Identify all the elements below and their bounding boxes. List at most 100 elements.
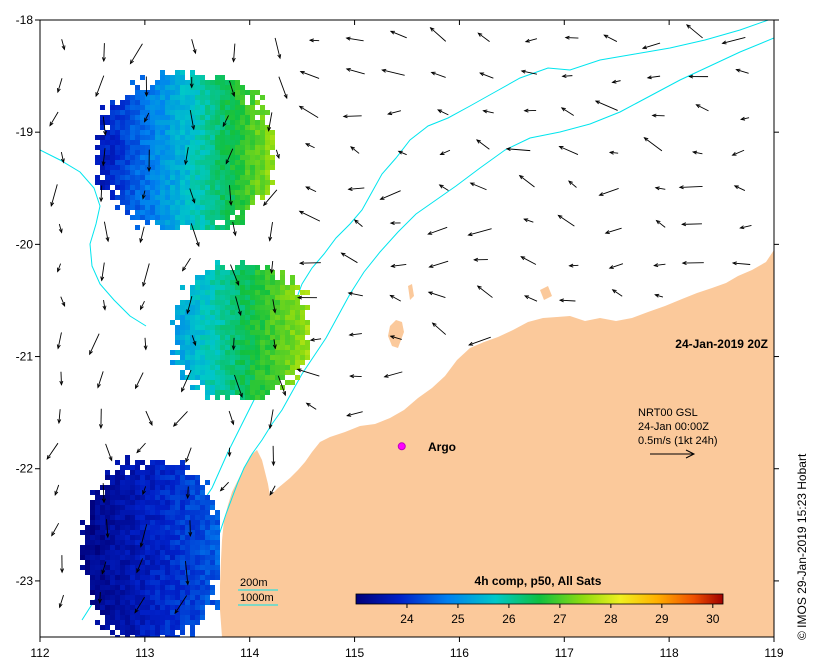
sst-cell — [150, 195, 155, 200]
sst-cell — [165, 205, 170, 210]
sst-cell — [120, 140, 125, 145]
sst-cell — [130, 215, 135, 220]
sst-cell — [200, 360, 205, 365]
sst-cell — [255, 270, 260, 275]
sst-cell — [185, 535, 190, 540]
sst-cell — [200, 275, 205, 280]
sst-cell — [120, 585, 125, 590]
current-arrow — [235, 296, 242, 317]
current-arrow — [390, 263, 407, 268]
sst-cell — [215, 80, 220, 85]
sst-cell — [170, 195, 175, 200]
sst-cell — [240, 330, 245, 335]
sst-cell — [120, 620, 125, 625]
sst-cell — [250, 305, 255, 310]
sst-cell — [215, 550, 220, 555]
sst-cell — [185, 355, 190, 360]
sst-cell — [260, 365, 265, 370]
sst-cell — [185, 305, 190, 310]
sst-cell — [210, 530, 215, 535]
sst-cell — [180, 525, 185, 530]
sst-cell — [175, 360, 180, 365]
sst-cell — [215, 395, 220, 400]
sst-cell — [145, 200, 150, 205]
x-tick-label: 118 — [660, 646, 679, 660]
sst-cell — [175, 120, 180, 125]
sst-cell — [150, 560, 155, 565]
sst-cell — [160, 590, 165, 595]
sst-cell — [230, 195, 235, 200]
sst-cell — [240, 350, 245, 355]
sst-cell — [200, 155, 205, 160]
sst-cell — [120, 195, 125, 200]
island — [408, 284, 414, 300]
sst-cell — [140, 565, 145, 570]
sst-cell — [185, 80, 190, 85]
sst-cell — [140, 615, 145, 620]
sst-cell — [270, 355, 275, 360]
sst-cell — [165, 485, 170, 490]
sst-cell — [150, 590, 155, 595]
sst-cell — [120, 600, 125, 605]
sst-cell — [220, 300, 225, 305]
sst-cell — [225, 80, 230, 85]
sst-cell — [260, 105, 265, 110]
x-tick-label: 116 — [450, 646, 469, 660]
sst-cell — [200, 130, 205, 135]
sst-cell — [170, 190, 175, 195]
current-arrow — [57, 409, 62, 425]
sst-cell — [160, 565, 165, 570]
sst-cell — [125, 110, 130, 115]
sst-cell — [280, 285, 285, 290]
current-arrow — [561, 74, 573, 79]
sst-cell — [110, 175, 115, 180]
current-arrow — [340, 252, 358, 264]
sst-cell — [200, 550, 205, 555]
sst-cell — [225, 125, 230, 130]
sst-composite — [80, 70, 310, 637]
sst-cell — [90, 555, 95, 560]
sst-cell — [200, 115, 205, 120]
sst-cell — [125, 590, 130, 595]
sst-cell — [300, 335, 305, 340]
sst-cell — [220, 100, 225, 105]
y-tick-label: -18 — [16, 13, 34, 27]
sst-cell — [115, 195, 120, 200]
current-legend-time: 24-Jan 00:00Z — [638, 421, 709, 433]
sst-cell — [240, 105, 245, 110]
sst-cell — [120, 180, 125, 185]
sst-cell — [210, 315, 215, 320]
current-arrow — [105, 443, 113, 462]
sst-cell — [115, 520, 120, 525]
sst-cell — [170, 590, 175, 595]
sst-cell — [120, 540, 125, 545]
sst-cell — [180, 590, 185, 595]
sst-cell — [185, 545, 190, 550]
sst-cell — [220, 155, 225, 160]
sst-cell — [115, 120, 120, 125]
sst-cell — [225, 120, 230, 125]
sst-cell — [285, 285, 290, 290]
sst-cell — [140, 460, 145, 465]
sst-cell — [150, 545, 155, 550]
sst-cell — [280, 365, 285, 370]
sst-cell — [245, 115, 250, 120]
sst-cell — [195, 525, 200, 530]
sst-cell — [220, 175, 225, 180]
sst-cell — [210, 205, 215, 210]
sst-cell — [150, 85, 155, 90]
sst-cell — [285, 365, 290, 370]
sst-cell — [125, 515, 130, 520]
sst-cell — [190, 285, 195, 290]
sst-cell — [125, 170, 130, 175]
sst-cell — [200, 600, 205, 605]
sst-cell — [225, 300, 230, 305]
sst-cell — [250, 190, 255, 195]
sst-cell — [210, 325, 215, 330]
sst-cell — [120, 130, 125, 135]
sst-cell — [230, 170, 235, 175]
sst-cell — [115, 545, 120, 550]
sst-cell — [130, 480, 135, 485]
sst-cell — [210, 120, 215, 125]
sst-cell — [275, 330, 280, 335]
